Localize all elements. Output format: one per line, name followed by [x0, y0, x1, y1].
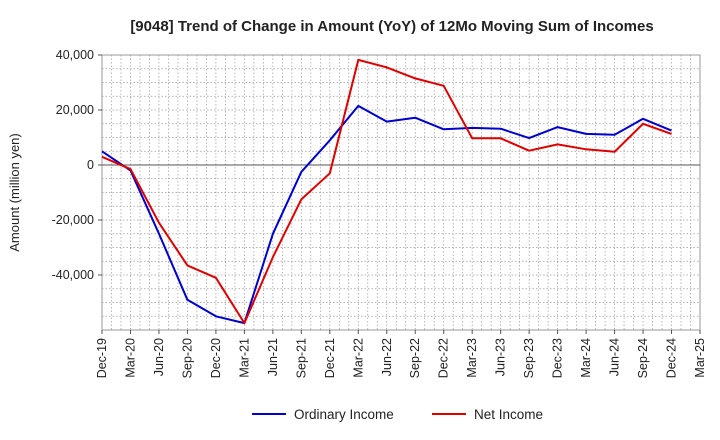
series-line-net-income	[101, 58, 672, 325]
grid-lines	[101, 54, 701, 331]
x-tick-label: Dec-19	[95, 338, 109, 378]
y-axis-ticks: 40,000 20,000 0 -20,000 -40,000	[52, 48, 102, 282]
y-tick-label: -40,000	[52, 268, 94, 282]
x-tick-label: Dec-21	[323, 338, 337, 378]
x-tick-label: Mar-24	[579, 338, 593, 378]
legend-label: Ordinary Income	[294, 407, 394, 422]
x-tick-label: Mar-23	[465, 338, 479, 378]
legend: Ordinary Income Net Income	[252, 407, 543, 422]
x-tick-label: Mar-21	[237, 338, 251, 378]
y-axis-label: Amount (million yen)	[7, 133, 22, 252]
x-tick-label: Mar-25	[693, 338, 707, 378]
x-tick-label: Jun-21	[266, 338, 280, 376]
x-tick-label: Dec-23	[551, 338, 565, 378]
x-tick-label: Jun-24	[608, 338, 622, 376]
x-tick-label: Sep-23	[522, 338, 536, 378]
x-tick-label: Jun-20	[152, 338, 166, 376]
x-tick-label: Sep-24	[636, 338, 650, 378]
x-tick-label: Mar-22	[351, 338, 365, 378]
series-lines	[101, 58, 672, 325]
y-tick-label: -20,000	[52, 213, 94, 227]
y-tick-label: 40,000	[56, 48, 94, 62]
series-line-ordinary-income	[101, 104, 672, 325]
x-tick-label: Dec-22	[437, 338, 451, 378]
y-tick-label: 20,000	[56, 103, 94, 117]
chart-title: [9048] Trend of Change in Amount (YoY) o…	[130, 18, 653, 35]
x-tick-label: Jun-22	[380, 338, 394, 376]
x-tick-label: Sep-22	[408, 338, 422, 378]
x-tick-label: Mar-20	[123, 338, 137, 378]
plot-area	[101, 54, 701, 331]
x-tick-label: Sep-21	[294, 338, 308, 378]
x-tick-label: Dec-20	[209, 338, 223, 378]
x-tick-label: Jun-23	[494, 338, 508, 376]
x-tick-label: Dec-24	[665, 338, 679, 378]
y-tick-label: 0	[87, 158, 94, 172]
legend-label: Net Income	[474, 407, 543, 422]
x-axis-ticks: Dec-19 Mar-20 Jun-20 Sep-20 Dec-20 Mar-21 Jun-…	[95, 330, 707, 378]
x-tick-label: Sep-20	[180, 338, 194, 378]
